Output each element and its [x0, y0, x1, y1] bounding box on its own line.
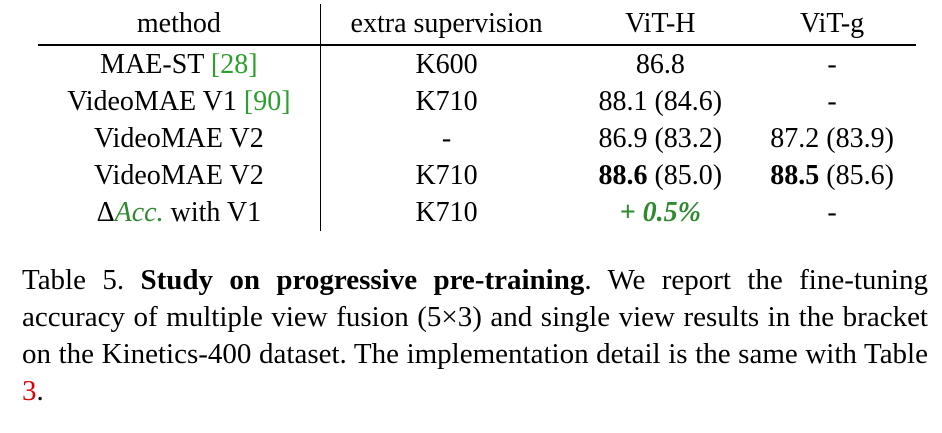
- cell-delta-method: ΔAcc. with V1: [38, 194, 321, 231]
- header-vit-g: ViT-g: [800, 8, 865, 39]
- table-caption: Table 5. Study on progressive pre-traini…: [22, 262, 928, 410]
- cell-vit-g: 87.2 (83.9): [748, 120, 916, 157]
- cell-vit-g: -: [748, 83, 916, 120]
- cell-vit-g: -: [827, 197, 837, 228]
- gain-value: + 0.5%: [619, 197, 701, 228]
- delta-with-label: with V1: [163, 197, 262, 228]
- value: (85.6): [819, 160, 894, 191]
- value: 86.8: [635, 49, 685, 80]
- value: -: [827, 86, 837, 117]
- value: 87.2 (83.9): [770, 123, 894, 154]
- citation-link[interactable]: [28]: [210, 49, 258, 80]
- cell-vit-g: 88.5 (85.6): [748, 157, 916, 194]
- cell-supervision: -: [441, 123, 452, 154]
- results-table: method extra supervision ViT-H ViT-g MAE…: [38, 4, 916, 231]
- cell-method: VideoMAE V2: [38, 120, 321, 157]
- cell-vit-h: 86.8: [572, 45, 748, 83]
- cell-gain-vit-h: + 0.5%: [572, 194, 748, 231]
- header-vit-h: ViT-H: [625, 8, 696, 39]
- cell-vit-h: 88.1 (84.6): [572, 83, 748, 120]
- header-extra-supervision: extra supervision: [350, 8, 543, 39]
- cell-vit-h: 86.9 (83.2): [572, 120, 748, 157]
- value: 88.1 (84.6): [598, 86, 723, 117]
- method-name: VideoMAE V1: [67, 86, 244, 117]
- bold-value: 88.5: [770, 160, 820, 191]
- caption-label: Table 5.: [22, 264, 141, 296]
- value: (85.0): [647, 160, 723, 191]
- header-method: method: [38, 4, 321, 45]
- value: 86.9 (83.2): [598, 123, 723, 154]
- delta-row: ΔAcc. with V1 K710 + 0.5% -: [38, 194, 916, 231]
- delta-symbol: Δ: [96, 197, 115, 228]
- cell-vit-h: 88.6 (85.0): [572, 157, 748, 194]
- method-name: VideoMAE V2: [94, 123, 264, 154]
- table-row: VideoMAE V2 - 86.9 (83.2) 87.2 (83.9): [38, 120, 916, 157]
- cell-supervision: K710: [415, 197, 478, 228]
- bold-value: 88.6: [598, 160, 648, 191]
- table-reference-link[interactable]: 3: [22, 375, 37, 407]
- table-row: MAE-ST [28] K600 86.8 -: [38, 45, 916, 83]
- caption-text: . We report the fine-tuning accuracy of …: [22, 264, 928, 370]
- delta-acc-label: Acc.: [114, 197, 164, 228]
- cell-supervision: K710: [415, 86, 478, 117]
- cell-method: VideoMAE V2: [38, 157, 321, 194]
- table-header-row: method extra supervision ViT-H ViT-g: [38, 4, 916, 45]
- table-row: VideoMAE V1 [90] K710 88.1 (84.6) -: [38, 83, 916, 120]
- cell-supervision: K710: [415, 160, 478, 191]
- cell-method: MAE-ST [28]: [38, 45, 321, 83]
- value: -: [827, 49, 837, 80]
- method-name: MAE-ST: [100, 49, 211, 80]
- cell-supervision: K600: [415, 49, 478, 80]
- caption-end: .: [36, 375, 44, 407]
- table-row: VideoMAE V2 K710 88.6 (85.0) 88.5 (85.6): [38, 157, 916, 194]
- results-table-container: method extra supervision ViT-H ViT-g MAE…: [38, 4, 916, 231]
- method-name: VideoMAE V2: [94, 160, 264, 191]
- cell-vit-g: -: [748, 45, 916, 83]
- cell-method: VideoMAE V1 [90]: [38, 83, 321, 120]
- caption-title: Study on progressive pre-training: [140, 264, 585, 296]
- citation-link[interactable]: [90]: [243, 86, 291, 117]
